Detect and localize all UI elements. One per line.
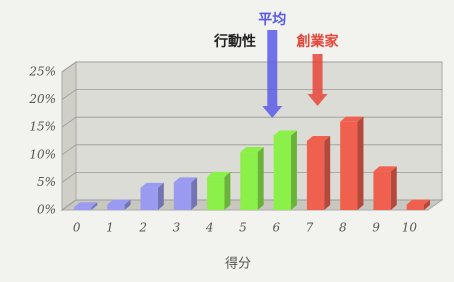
bar: [373, 166, 396, 210]
bar: [274, 130, 297, 210]
bar-side: [391, 166, 397, 210]
x-tick-label: 8: [339, 221, 347, 235]
page: {"chart_data": {"type": "bar", "categori…: [0, 0, 454, 282]
bar: [307, 136, 330, 210]
x-tick-label: 3: [173, 221, 181, 235]
bar: [141, 183, 164, 210]
y-tick-label: 15%: [29, 120, 56, 134]
bar-front: [207, 177, 224, 210]
bar-front: [74, 207, 91, 210]
y-tick-label: 0%: [37, 203, 56, 217]
y-tick-label: 10%: [29, 147, 56, 161]
bar-front: [107, 204, 124, 210]
bar-front: [174, 182, 191, 210]
bar: [207, 172, 230, 210]
side-wall: [62, 62, 76, 210]
y-tick-label: 25%: [28, 65, 56, 79]
annotation: 平均: [258, 11, 286, 28]
x-tick-label: 6: [272, 221, 280, 235]
bar-front: [240, 152, 257, 210]
bar: [240, 147, 263, 210]
y-tick-label: 20%: [28, 92, 56, 106]
chart: 得分 0% 5% 10% 15% 20% 25% 0 1 2 3 4 5 6 7 8 9 10 平均行動性 創業家: [0, 0, 454, 282]
x-tick-label: 0: [73, 221, 81, 235]
bar-side: [224, 172, 230, 210]
bar-side: [258, 147, 264, 210]
x-tick-label: 2: [138, 221, 147, 235]
bar-side: [291, 130, 297, 210]
bar-side: [324, 136, 330, 210]
x-tick-label: 1: [106, 221, 114, 235]
bar-front: [407, 204, 424, 210]
bar-side: [357, 117, 363, 210]
annotation: 行動性: [213, 33, 256, 50]
bar-front: [141, 188, 158, 210]
bar-front: [307, 141, 324, 210]
x-tick-label: 5: [239, 221, 247, 235]
x-tick-label: 4: [205, 221, 214, 235]
x-tick-label: 7: [306, 221, 314, 235]
bar: [340, 117, 363, 210]
bar-front: [274, 135, 291, 210]
x-axis-label: 得分: [225, 256, 251, 272]
bar-front: [340, 122, 357, 210]
y-tick-label: 5%: [37, 175, 56, 189]
bar: [174, 177, 197, 210]
bar-front: [373, 171, 390, 210]
annotation: 創業家: [296, 33, 340, 50]
x-tick-label: 10: [402, 221, 418, 235]
bar-side: [191, 177, 197, 210]
x-tick-label: 9: [372, 221, 380, 235]
